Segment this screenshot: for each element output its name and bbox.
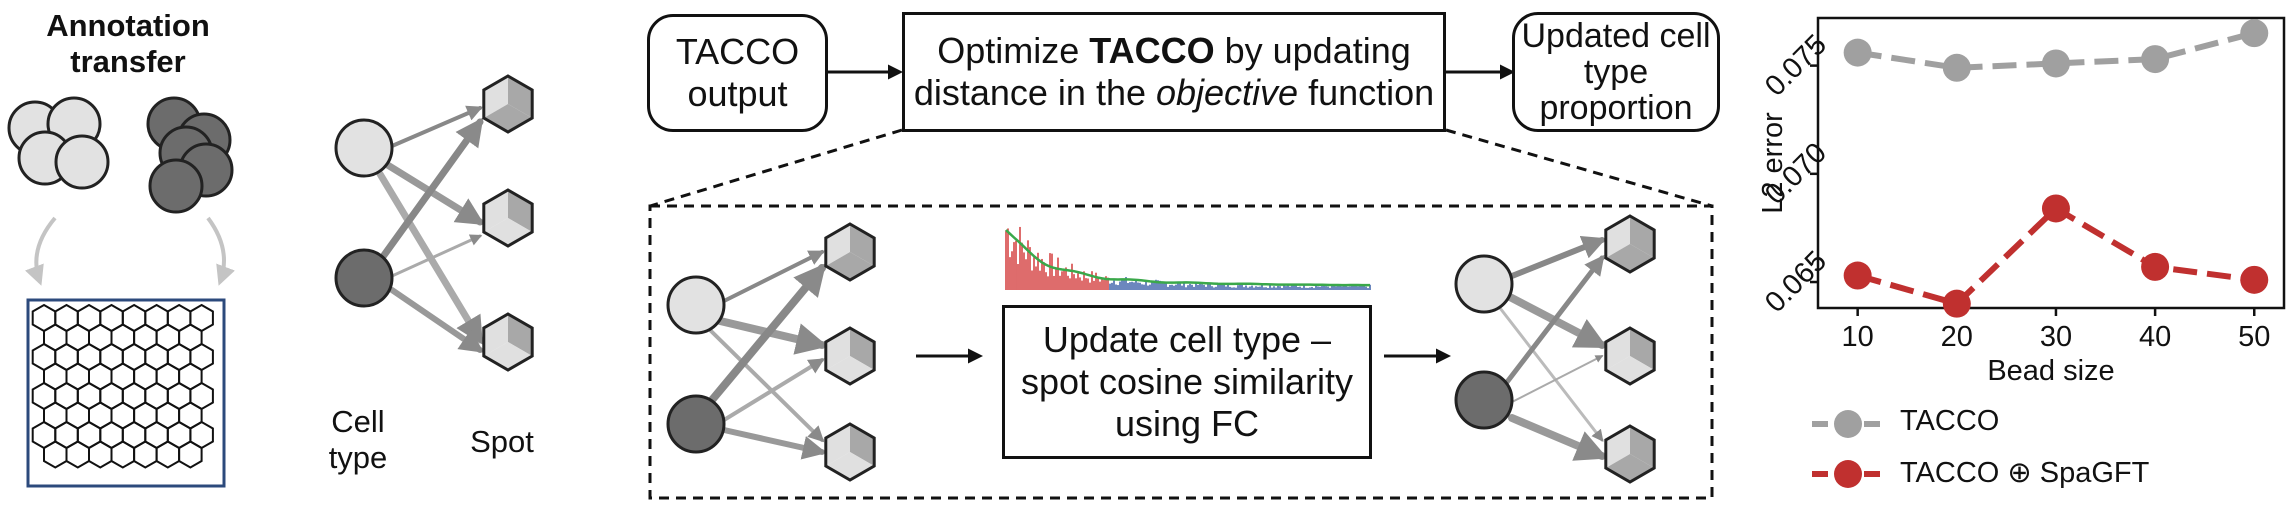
- update-line3: using FC: [1114, 403, 1260, 444]
- optimize-line2: distance in the objective function: [914, 72, 1434, 114]
- y-tick-label: 0.075: [1759, 29, 1833, 103]
- updated-line1: Updated cell: [1521, 17, 1711, 55]
- tacco-output-box: TACCO output: [647, 14, 828, 132]
- optimize-line2-pre: distance in the: [913, 72, 1156, 113]
- zoom-line-left: [649, 128, 903, 208]
- data-point-1: [2041, 194, 2070, 223]
- inner-left-edges: [708, 250, 829, 460]
- light-cell-node: [334, 118, 394, 178]
- legend-marker-tacco: [1812, 410, 1884, 438]
- updated-line2: type: [1583, 53, 1649, 91]
- panel-b-spots: [482, 74, 534, 372]
- inner-left-spots: [824, 222, 876, 482]
- frequency-spectrum-thumbnail: [1005, 226, 1371, 290]
- panel-a-title: Annotation transfer: [8, 8, 248, 80]
- data-point-0: [2141, 45, 2170, 74]
- panel-b-edges: [376, 105, 485, 353]
- zoom-line-right: [1445, 128, 1713, 208]
- optimize-box: Optimize TACCO by updating distance in t…: [902, 12, 1446, 132]
- spot-hexagon: [824, 222, 876, 282]
- dark-cell-node: [334, 248, 394, 308]
- data-point-0: [2240, 19, 2269, 48]
- transfer-arrow-left: [25, 216, 57, 286]
- tacco-output-line1: TACCO: [675, 31, 800, 72]
- inner-left-light-cell: [666, 275, 726, 335]
- optimize-line2-ital: objective: [1155, 72, 1299, 113]
- spot-hexagon: [482, 188, 534, 248]
- tacco-output-line2: output: [687, 73, 788, 114]
- zoom-frame: [648, 204, 1714, 500]
- data-point-0: [1942, 53, 1971, 82]
- optimize-line1-pre: Optimize: [937, 30, 1090, 71]
- plot-frame: [1816, 16, 2286, 310]
- data-point-1: [1843, 261, 1872, 290]
- x-tick-label: 10: [1842, 321, 1874, 353]
- inner-right-light-cell: [1454, 254, 1514, 314]
- x-tick-label: 40: [2139, 321, 2171, 353]
- spot-hexagon: [824, 326, 876, 386]
- hexagon-grid: [31, 303, 214, 469]
- data-point-1: [2141, 252, 2170, 281]
- inner-right-spots: [1604, 214, 1656, 484]
- legend-marker-spagft: [1812, 460, 1884, 488]
- panel-a-title-line2: transfer: [70, 44, 186, 79]
- update-line1: Update cell type –: [1042, 319, 1332, 360]
- data-point-1: [1942, 289, 1971, 318]
- inner-right-edges: [1498, 235, 1608, 461]
- light-cell-cluster: [7, 96, 110, 190]
- spot-hexagon: [1604, 214, 1656, 274]
- updated-proportion-box: Updated cell type proportion: [1512, 12, 1720, 132]
- spot-hexagon: [1604, 326, 1656, 386]
- update-similarity-box: Update cell type – spot cosine similarit…: [1002, 305, 1372, 459]
- data-point-0: [2041, 49, 2070, 78]
- spot-label: Spot: [470, 424, 534, 459]
- inner-right-dark-cell: [1454, 370, 1514, 430]
- updated-line3: proportion: [1539, 89, 1693, 127]
- panel-a-title-line1: Annotation: [46, 8, 210, 43]
- spot-hexagon: [482, 312, 534, 372]
- cell-type-label-line1: Cell: [331, 404, 385, 439]
- data-point-1: [2240, 265, 2269, 294]
- data-point-0: [1843, 38, 1872, 67]
- y-axis-label: L2 error: [1757, 112, 1789, 214]
- spot-hexagon: [1604, 424, 1656, 484]
- optimize-line2-post: function: [1298, 72, 1435, 113]
- optimize-line1-bold: TACCO: [1089, 30, 1215, 71]
- legend-label-spagft: TACCO ⊕ SpaGFT: [1900, 457, 2150, 489]
- x-tick-label: 50: [2238, 321, 2270, 353]
- transfer-arrow-right: [206, 216, 235, 286]
- cell-type-label-line2: type: [328, 440, 388, 475]
- x-tick-label: 30: [2040, 321, 2072, 353]
- dark-cell-cluster: [146, 96, 234, 214]
- series-line-1: [1856, 204, 2255, 308]
- legend-label-tacco: TACCO: [1900, 405, 2000, 437]
- cell-type-label: Cell type: [318, 404, 398, 476]
- x-axis-label: Bead size: [1987, 355, 2114, 387]
- spot-hexagon: [482, 74, 534, 134]
- spot-hexagon: [824, 422, 876, 482]
- x-tick-label: 20: [1941, 321, 1973, 353]
- grid-hexagon: [178, 440, 203, 469]
- inner-left-dark-cell: [666, 394, 726, 454]
- optimize-line1-post: by updating: [1214, 30, 1411, 71]
- update-line2: spot cosine similarity: [1020, 361, 1354, 402]
- optimize-line1: Optimize TACCO by updating: [914, 30, 1434, 72]
